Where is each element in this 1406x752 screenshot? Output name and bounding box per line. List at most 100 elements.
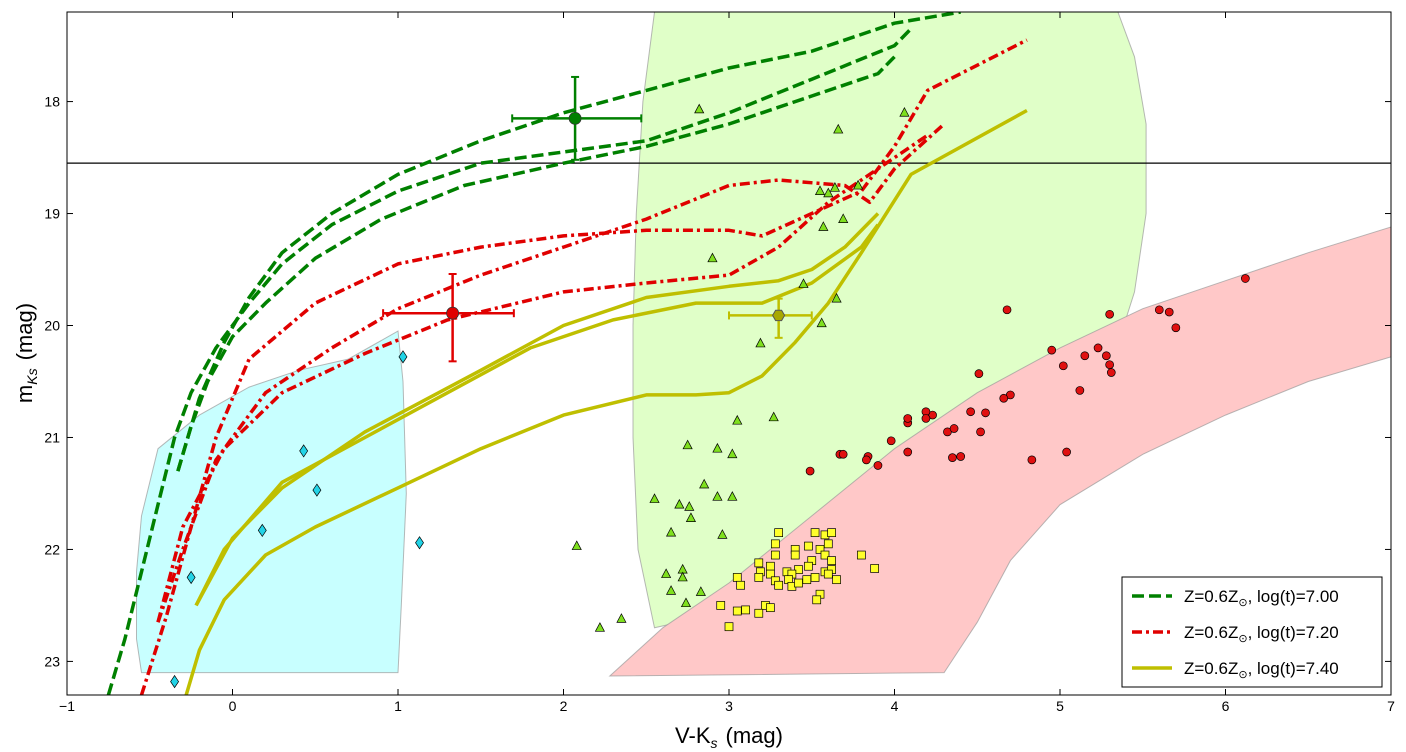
circle-marker (1080, 351, 1090, 361)
circle-marker (838, 449, 848, 459)
circle-marker (1105, 309, 1115, 319)
x-axis-label: V-K (675, 723, 711, 748)
circle-marker (1002, 305, 1012, 315)
square-marker (774, 528, 784, 537)
series-0-segment-0 (106, 27, 913, 695)
triangle-marker (727, 491, 738, 501)
triangle-marker (816, 317, 827, 328)
errorbar-points (382, 75, 813, 363)
circle-marker (948, 453, 957, 462)
y-axis-subscript: Ks (24, 368, 40, 384)
diamond-marker (312, 483, 322, 497)
hexagon-marker (772, 309, 786, 322)
square-marker (794, 565, 803, 574)
triangle-marker (694, 103, 705, 114)
circle-marker (903, 447, 913, 457)
square-marker (790, 550, 800, 560)
square-marker (827, 528, 836, 537)
square-marker (766, 561, 775, 571)
square-marker (820, 550, 830, 560)
triangle-marker (899, 107, 910, 117)
olive-point (728, 297, 813, 339)
square-marker (810, 528, 820, 537)
triangle-marker (768, 411, 779, 422)
series-2-segment-0 (184, 108, 1028, 695)
x-tick-label: 3 (725, 698, 733, 714)
circle-marker (1058, 361, 1068, 371)
circle-marker (903, 414, 913, 423)
y-tick-label: 20 (44, 318, 60, 334)
square-marker (732, 606, 742, 616)
diamond-marker (415, 536, 424, 550)
legend-label: Z=0.6Z⊙, log(t)=7.20 (1184, 623, 1339, 645)
circle-marker (966, 407, 975, 417)
circle-marker (1075, 386, 1085, 395)
square-marker (827, 556, 836, 565)
square-marker (724, 622, 734, 632)
triangle-marker (853, 179, 864, 190)
series-1-segment-2 (156, 133, 929, 623)
series-0-segment-2 (176, 12, 961, 472)
triangle-marker (798, 278, 809, 288)
y-axis-unit: (mag) (12, 303, 37, 360)
circle-marker (1027, 455, 1037, 465)
triangle-marker (732, 414, 743, 425)
x-tick-label: 7 (1387, 698, 1395, 714)
circle-marker (862, 455, 871, 465)
triangle-marker (682, 439, 693, 450)
square-marker (823, 569, 833, 579)
circle-marker (956, 452, 966, 461)
triangle-marker (814, 185, 826, 195)
triangle-marker (755, 337, 766, 348)
legend: Z=0.6Z⊙, log(t)=7.00 Z=0.6Z⊙, log(t)=7.20… (1121, 576, 1383, 688)
legend-item-z700: Z=0.6Z⊙, log(t)=7.00 (1132, 587, 1339, 609)
circle-marker (805, 466, 815, 476)
x-tick-label: 2 (560, 698, 568, 714)
triangle-marker (829, 182, 841, 192)
square-marker (804, 561, 813, 571)
x-tick-label: 5 (1056, 698, 1064, 714)
x-axis-subscript: s (711, 735, 718, 751)
triangle-marker (665, 585, 677, 595)
square-marker (870, 564, 879, 573)
square-marker (766, 603, 775, 613)
x-tick-label: 0 (229, 698, 237, 714)
circle-marker (1062, 447, 1071, 457)
square-marker (766, 569, 775, 579)
triangle-marker (665, 526, 677, 537)
series-0-segment-1 (176, 55, 896, 472)
circle-marker (1101, 351, 1111, 361)
triangle-marker (695, 586, 706, 596)
triangle-marker (727, 448, 738, 459)
x-tick-label: 1 (394, 698, 402, 714)
square-marker (802, 575, 812, 585)
square-marker (770, 550, 780, 560)
green-point (511, 75, 643, 161)
legend-label: Z=0.6Z⊙, log(t)=7.00 (1184, 587, 1339, 609)
y-tick-label: 23 (44, 653, 60, 669)
square-marker (754, 573, 764, 582)
point-marker (446, 306, 460, 320)
triangle-marker (616, 613, 627, 623)
triangle-marker (823, 187, 834, 198)
circle-marker (1047, 345, 1057, 355)
series-1-segment-0 (139, 38, 1028, 695)
diamond-marker (257, 523, 267, 538)
triangle-marker (707, 252, 718, 263)
square-marker (810, 573, 820, 582)
diamond-marker (170, 674, 179, 689)
square-marker (812, 595, 822, 605)
y-axis-title: mKs (mag) (12, 303, 40, 403)
triangle-marker (649, 493, 660, 503)
diamond-marker (299, 444, 309, 458)
triangle-marker (661, 568, 672, 578)
x-axis-unit: (mag) (726, 723, 783, 748)
y-tick-label: 22 (44, 541, 60, 557)
triangle-marker (717, 529, 728, 539)
circle-marker (949, 424, 959, 433)
triangle-marker (680, 597, 692, 608)
triangle-marker (818, 221, 829, 231)
x-tick-label: 4 (891, 698, 899, 714)
